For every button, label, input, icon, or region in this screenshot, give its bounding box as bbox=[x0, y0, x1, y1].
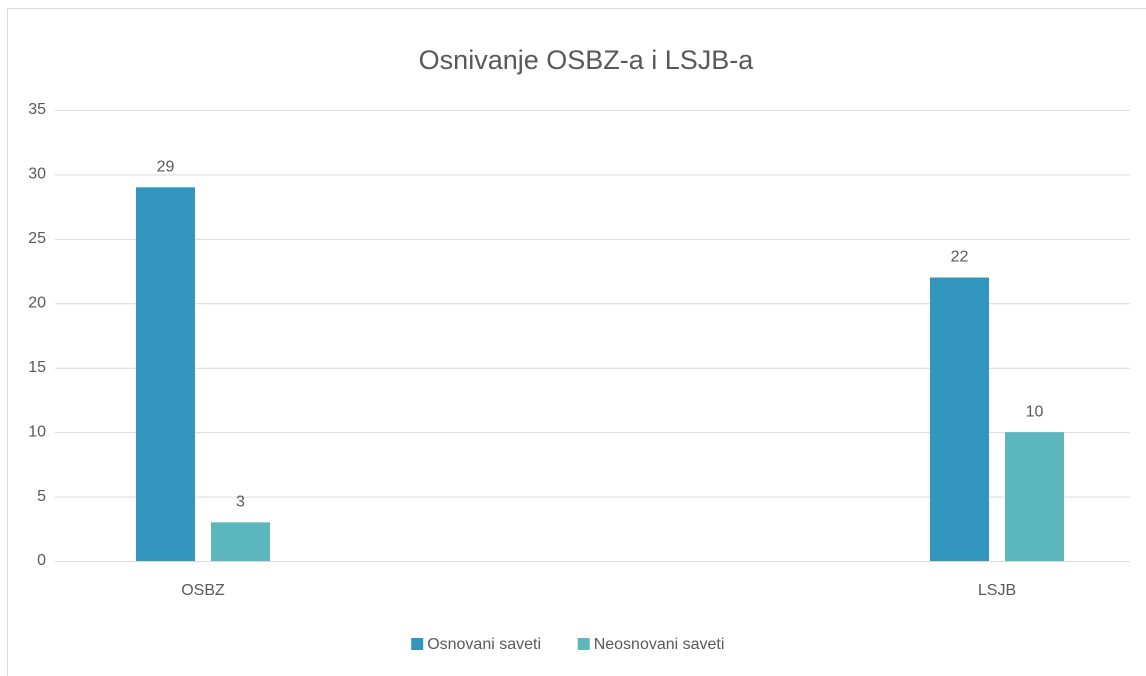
legend-swatch bbox=[577, 638, 590, 650]
bar bbox=[211, 522, 270, 561]
data-label: 29 bbox=[157, 159, 175, 176]
y-tick-label: 20 bbox=[28, 295, 46, 312]
data-label: 22 bbox=[951, 249, 969, 266]
x-tick-label: OSBZ bbox=[181, 582, 225, 599]
y-tick-label: 5 bbox=[37, 488, 46, 505]
y-tick-label: 0 bbox=[37, 552, 46, 569]
bar bbox=[1005, 432, 1064, 561]
bar bbox=[136, 187, 195, 562]
x-tick-label: LSJB bbox=[978, 582, 1016, 599]
bar bbox=[930, 277, 989, 561]
y-tick-label: 35 bbox=[28, 101, 46, 118]
chart-title: Osnivanje OSBZ-a i LSJB-a bbox=[419, 45, 755, 75]
legend-label: Osnovani saveti bbox=[427, 636, 541, 653]
legend-swatch bbox=[411, 638, 424, 650]
y-tick-label: 15 bbox=[28, 359, 46, 376]
legend-label: Neosnovani saveti bbox=[594, 636, 725, 653]
y-tick-label: 30 bbox=[28, 166, 46, 183]
data-label: 10 bbox=[1026, 403, 1044, 420]
y-tick-label: 10 bbox=[28, 423, 46, 440]
y-tick-label: 25 bbox=[28, 230, 46, 247]
data-label: 3 bbox=[236, 494, 245, 511]
